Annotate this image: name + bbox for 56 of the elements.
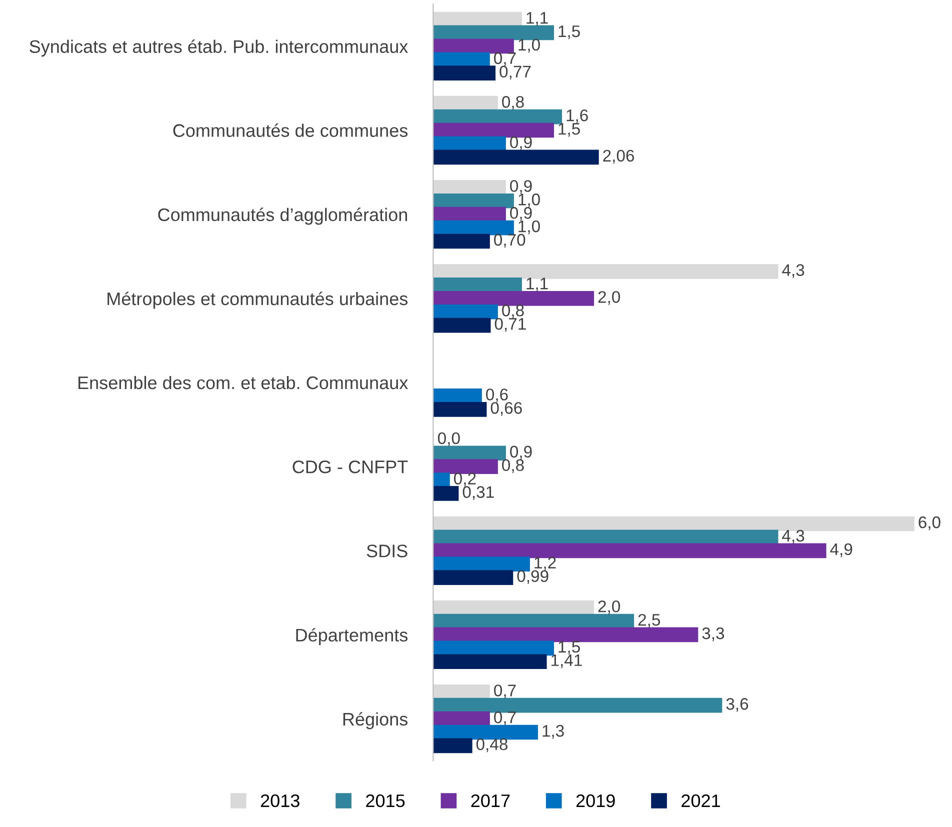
y-tick-label: CDG - CNFPT: [292, 460, 408, 474]
data-label: 1,0: [518, 194, 540, 208]
legend-label: 2015: [366, 794, 405, 808]
data-label: 0,2: [454, 472, 476, 486]
data-label: 2,5: [638, 614, 660, 628]
data-label: 0,7: [494, 52, 516, 66]
y-tick-label: SDIS: [366, 544, 408, 558]
data-label: 1,3: [542, 724, 564, 739]
data-label: 2,0: [598, 291, 620, 305]
data-label: 1,2: [534, 556, 556, 571]
data-label: 0,0: [438, 432, 460, 446]
data-label: 0,70: [494, 234, 526, 248]
data-label: 0,6: [486, 388, 508, 402]
data-label: 0,99: [517, 570, 548, 584]
data-label: 0,8: [502, 459, 524, 474]
data-label: 0,8: [502, 96, 524, 110]
data-label: 1,41: [552, 654, 582, 668]
legend-label: 2021: [682, 794, 720, 808]
data-label: 2,06: [603, 150, 634, 164]
data-label: 3,3: [702, 627, 724, 642]
data-label: 0,8: [502, 304, 524, 318]
data-label: 1,5: [558, 123, 580, 137]
data-label: 0,7: [494, 711, 516, 726]
legend-label: 2013: [260, 794, 300, 808]
data-label: 1,1: [526, 278, 548, 292]
data-label: 4,3: [782, 530, 804, 544]
data-label: 4,3: [782, 264, 804, 278]
data-label: 0,9: [510, 207, 532, 221]
data-label: 0,71: [494, 318, 526, 332]
y-tick-label: Régions: [343, 712, 408, 730]
data-label: 0,9: [510, 180, 532, 194]
data-label: 1,0: [518, 220, 540, 234]
data-label: 1,5: [558, 641, 580, 655]
data-label: 4,9: [830, 543, 852, 558]
y-tick-label: Communautés de communes: [173, 124, 408, 137]
y-tick-label: Départements: [296, 628, 408, 646]
data-label: 2,0: [598, 600, 620, 614]
data-label: 3,6: [726, 698, 748, 712]
y-tick-label: Communautés d’agglomération: [158, 208, 408, 225]
data-label: 1,1: [526, 12, 548, 26]
y-tick-label: Ensemble des com. et etab. Communaux: [78, 376, 408, 390]
data-label: 0,7: [494, 684, 516, 698]
data-label: 0,9: [510, 446, 532, 460]
legend-label: 2019: [576, 794, 615, 808]
data-label: 6,0: [918, 516, 940, 530]
data-label: 1,0: [518, 38, 540, 53]
y-tick-label: Syndicats et autres étab. Pub. intercommunaux: [30, 40, 408, 57]
y-tick-label: Métropoles et communautés urbaines: [108, 292, 408, 309]
data-label: 1,5: [558, 26, 580, 40]
data-label: 0,9: [510, 136, 532, 150]
data-label: 1,6: [566, 109, 588, 124]
data-label: 0,48: [476, 738, 508, 752]
data-label: 0,66: [490, 402, 522, 416]
legend-label: 2017: [471, 794, 510, 808]
data-label: 0,77: [500, 66, 531, 80]
data-label: 0,31: [462, 486, 494, 500]
